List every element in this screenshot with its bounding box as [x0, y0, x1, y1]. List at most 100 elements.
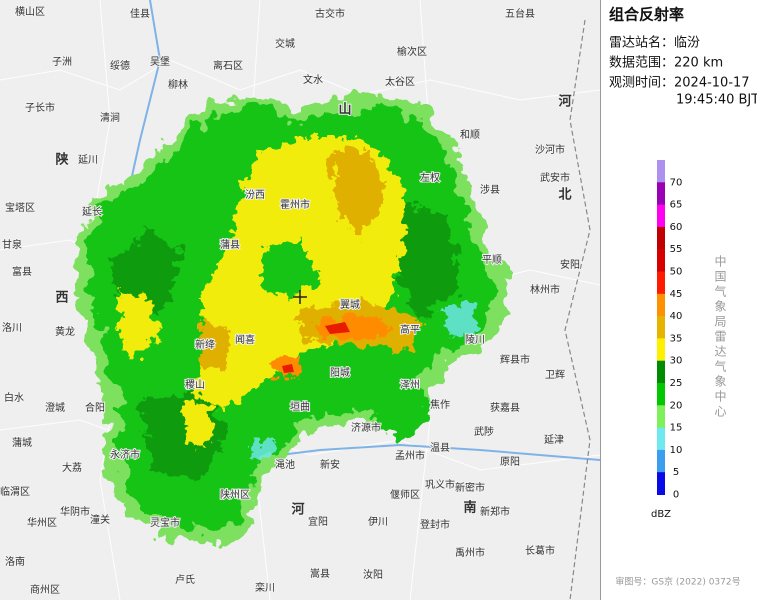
- legend-swatch: [657, 427, 665, 451]
- legend-swatch: [657, 182, 665, 206]
- legend-label: 35: [670, 333, 683, 344]
- place-label: 稷山: [185, 379, 205, 391]
- place-label: 栾川: [255, 581, 275, 594]
- region-label: 西: [55, 291, 68, 306]
- data-range: 数据范围：220 km: [609, 56, 723, 71]
- legend-label: 5: [673, 467, 679, 478]
- place-label: 汾西: [245, 189, 265, 201]
- place-label: 闻喜: [235, 333, 255, 346]
- place-label: 商州区: [30, 583, 60, 596]
- place-label: 卫辉: [545, 369, 565, 381]
- place-label: 安阳: [560, 258, 580, 271]
- place-label: 五台县: [505, 7, 535, 20]
- legend-label: 50: [670, 267, 683, 278]
- legend-swatch: [657, 316, 665, 339]
- place-label: 蒲城: [12, 436, 32, 449]
- legend-label: 25: [670, 378, 683, 389]
- place-label: 阳城: [330, 367, 350, 379]
- place-label: 黄龙: [55, 325, 75, 338]
- place-label: 武陟: [474, 425, 494, 438]
- place-label: 古交市: [315, 7, 345, 20]
- place-label: 清涧: [100, 111, 120, 124]
- legend-swatch: [657, 338, 665, 362]
- echo-20: [260, 240, 320, 300]
- legend-label: 40: [670, 311, 683, 322]
- echo-35: [200, 320, 230, 370]
- place-label: 获嘉县: [490, 401, 520, 414]
- place-label: 陵川: [465, 334, 485, 346]
- place-label: 新密市: [455, 481, 485, 494]
- legend-swatch: [657, 472, 665, 495]
- legend-swatch: [657, 449, 665, 473]
- place-label: 柳林: [168, 78, 188, 91]
- legend-swatch: [657, 204, 665, 228]
- place-label: 延长: [82, 206, 102, 218]
- region-label: 河: [558, 94, 571, 110]
- place-label: 华阴市: [60, 505, 90, 518]
- place-label: 宝塔区: [5, 201, 35, 214]
- panel-title: 组合反射率: [609, 6, 684, 24]
- legend-label: 45: [670, 289, 683, 300]
- place-label: 子长市: [25, 101, 55, 114]
- place-label: 翼城: [340, 299, 360, 311]
- legend-label: 55: [670, 244, 683, 255]
- obs-time: 19:45:40 BJT: [676, 93, 757, 108]
- place-label: 孟州市: [395, 449, 425, 462]
- place-label: 文水: [303, 73, 323, 86]
- place-label: 临渭区: [0, 485, 30, 498]
- echo-10: [250, 440, 275, 462]
- place-label: 延津: [544, 434, 564, 446]
- place-label: 温县: [430, 442, 450, 454]
- radar-site: [293, 290, 307, 304]
- place-label: 和顺: [460, 129, 480, 141]
- place-label: 灵宝市: [150, 516, 180, 529]
- place-label: 长葛市: [525, 544, 555, 557]
- place-label: 永济市: [110, 448, 140, 461]
- echo-45: [282, 364, 294, 373]
- place-label: 平顺: [482, 254, 502, 266]
- legend-label: 60: [670, 222, 683, 233]
- place-label: 蒲县: [220, 238, 240, 251]
- place-label: 登封市: [420, 518, 450, 531]
- place-label: 新安: [320, 458, 340, 471]
- legend-swatch: [657, 249, 665, 272]
- place-label: 焦作: [430, 398, 450, 411]
- legend-label: 0: [673, 490, 679, 501]
- approval-number: 审图号：GS京 (2022) 0372号: [615, 576, 740, 588]
- radar-echo: [74, 94, 510, 548]
- legend-swatch: [657, 226, 665, 250]
- place-label: 左权: [420, 171, 440, 184]
- info-panel: 组合反射率 雷达站名：临汾 数据范围：220 km 观测时间：2024-10-1…: [600, 0, 757, 600]
- region-label: 河: [291, 502, 304, 518]
- legend-swatch: [657, 383, 665, 406]
- place-label: 离石区: [213, 59, 243, 72]
- echo-30: [118, 290, 160, 360]
- place-label: 垣曲: [290, 401, 310, 413]
- place-label: 渑池: [275, 458, 295, 471]
- place-label: 宜阳: [308, 515, 328, 528]
- place-label: 新郑市: [480, 505, 510, 518]
- legend-label: 65: [670, 200, 683, 211]
- legend-label: 70: [670, 177, 683, 188]
- place-label: 汝阳: [363, 568, 383, 581]
- legend-swatch: [657, 271, 665, 295]
- echo-25: [395, 200, 460, 320]
- echo-10: [440, 300, 480, 338]
- place-label: 涉县: [480, 183, 500, 196]
- place-label: 洛南: [5, 555, 25, 568]
- credit: 中国气象局雷达气象中心: [713, 255, 727, 420]
- region-label: 北: [558, 188, 571, 203]
- place-label: 卢氏: [175, 573, 195, 586]
- legend-label: 30: [670, 356, 683, 367]
- legend-swatch: [657, 360, 665, 384]
- place-label: 华州区: [27, 516, 57, 529]
- legend-label: 10: [670, 445, 683, 456]
- place-label: 禹州市: [455, 546, 485, 559]
- place-label: 霍州市: [280, 198, 310, 211]
- station: 雷达站名：临汾: [609, 35, 700, 51]
- place-label: 洛川: [2, 321, 22, 334]
- place-label: 交城: [275, 37, 295, 50]
- place-label: 辉县市: [500, 353, 530, 366]
